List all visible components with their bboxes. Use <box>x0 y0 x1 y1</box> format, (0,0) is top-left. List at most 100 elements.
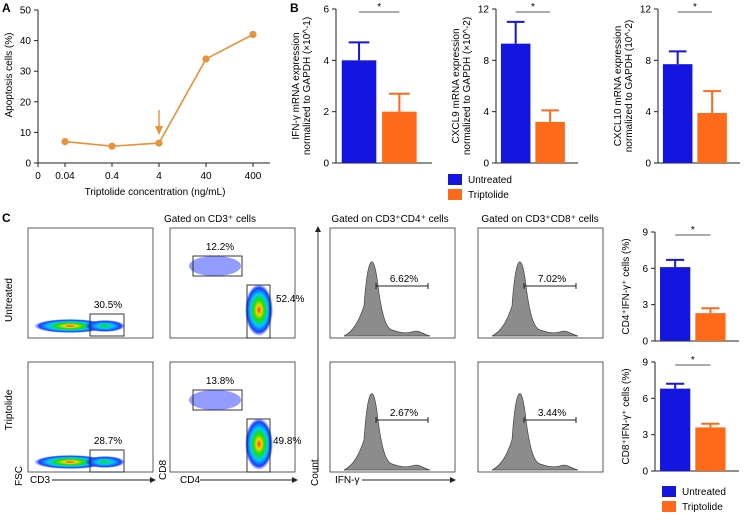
axis-label-count: Count <box>310 459 321 486</box>
title-cd3cd8-gate: Gated on CD3⁺CD8⁺ cells <box>481 214 598 225</box>
panel-a-ylabel: Apoptosis cells (%) <box>4 32 15 117</box>
panel-a-point <box>108 142 116 150</box>
hist-cd4-untreated-curve <box>343 261 431 337</box>
axis-label-cd8: CD8 <box>158 460 169 480</box>
panel-b3-cxcl10-y-tick-label: 4 <box>645 107 651 118</box>
cd8-pct-untreated: 12.2% <box>206 242 234 253</box>
panel-c1-cd4-ifng-bar-triptolide <box>695 313 726 341</box>
cd8-gate-box <box>192 255 243 277</box>
cd3-pct-triptolide: 28.7% <box>94 436 122 447</box>
cd4-axis-arrowhead <box>292 477 298 483</box>
panel-label-a: A <box>2 1 11 15</box>
axis-label-cd4: CD4 <box>180 475 200 486</box>
panel-a-point <box>249 30 257 39</box>
hist-cd8-triptolide-curve <box>491 393 579 471</box>
panel-b1-ifng-sig-star: * <box>377 2 381 13</box>
panel-a-point <box>61 137 69 146</box>
panel-b1-ifng-bar-triptolide <box>382 111 417 163</box>
hist-cd8-triptolide: 3.44% <box>477 361 604 473</box>
panel-b2-cxcl9-y-tick-label: 12 <box>478 5 490 16</box>
panel-a-x-zero-tick: 0 <box>35 171 41 182</box>
legend-c-untreated-label: Untreated <box>682 487 726 498</box>
panel-a-y-tick-label: 50 <box>20 6 32 17</box>
cd3-axis-arrowhead <box>150 477 156 483</box>
panel-b3-cxcl10-sig-star: * <box>693 2 697 13</box>
flow-cd3-untreated: 30.5% <box>27 227 154 339</box>
panel-a-arrow-head <box>155 126 163 135</box>
legend-c-triptolide-label: Triptolide <box>682 502 723 513</box>
hist-cd4-untreated: 6.62% <box>329 227 456 339</box>
panel-b3-cxcl10-bar-untreated <box>662 64 693 163</box>
panel-a-y-tick-label: 0 <box>25 159 31 170</box>
panel-a-point <box>155 139 163 147</box>
panel-b3-cxcl10-ylabel: CXCL10 mRNA expression <box>613 26 624 147</box>
hist-cd4-triptolide: 2.67% <box>329 361 456 473</box>
row-label-untreated: Untreated <box>4 278 15 322</box>
panel-b2-cxcl9-ylabel: normalized to GAPDH (×10^-2) <box>462 17 473 155</box>
panel-b1-ifng-ylabel: IFN-γ mRNA expression <box>291 32 302 139</box>
panel-c2-cd8-ifng-ylabel: CD8⁺IFN-γ⁺ cells (%) <box>621 368 632 464</box>
panel-b1-ifng: 0 2 4 6 * IFN-γ mRNA expression normalized to … <box>291 2 432 170</box>
panel-c2-cd8-ifng: 0 3 6 9 * CD8⁺IFN-γ⁺ cells (%) <box>621 355 739 478</box>
axis-label-cd3: CD3 <box>30 475 50 486</box>
panel-a-x-tick-label: 0.04 <box>55 171 75 182</box>
cd4-pct-untreated: 52.4% <box>276 294 304 305</box>
panel-c1-cd4-ifng: 0 3 6 9 * CD4⁺IFN-γ⁺ cells (%) <box>621 225 739 348</box>
panel-a-y-tick-label: 30 <box>20 67 32 78</box>
cd4-pct-triptolide: 49.8% <box>273 436 301 447</box>
panel-b3-cxcl10-bar-triptolide <box>697 112 727 163</box>
panel-c2-cd8-ifng-y-tick-label: 3 <box>642 430 648 441</box>
panel-b2-cxcl9-y-tick-label: 8 <box>483 56 489 67</box>
panel-b3-cxcl10-y-tick-label: 0 <box>645 159 651 170</box>
panel-c2-cd8-ifng-y-tick-label: 0 <box>642 467 648 478</box>
panel-c1-cd4-ifng-y-tick-label: 6 <box>642 264 648 275</box>
panel-c1-cd4-ifng-y-tick-label: 3 <box>642 300 648 311</box>
panel-b1-ifng-y-tick-label: 6 <box>323 5 329 16</box>
cd8-gate-box <box>192 389 243 411</box>
panel-a-line-chart: Apoptosis cells (%) Triptolide concentra… <box>4 6 270 198</box>
panel-c1-cd4-ifng-bar-untreated <box>660 267 691 341</box>
hist-cd8-triptolide-frame <box>477 361 604 473</box>
flow-cd3-triptolide: 28.7% <box>27 361 154 473</box>
legend-b-triptolide-label: Triptolide <box>468 190 509 201</box>
panel-c2-cd8-ifng-y-tick-label: 6 <box>642 394 648 405</box>
panel-b2-cxcl9-bar-triptolide <box>535 121 565 163</box>
hist-cd4-untreated-pct: 6.62% <box>390 274 418 285</box>
panel-a-y-tick-label: 20 <box>20 97 32 108</box>
hist-cd8-untreated-pct: 7.02% <box>538 274 566 285</box>
panel-b2-cxcl9-y-tick-label: 0 <box>483 159 489 170</box>
panel-b3-cxcl10: 0 4 8 12 * CXCL10 mRNA expression normalized t… <box>613 2 740 170</box>
hist-cd8-untreated-frame <box>477 227 604 339</box>
panel-a-y-tick-label: 40 <box>20 36 32 47</box>
count-axis-arrowhead <box>315 226 321 232</box>
panel-c-legend: Untreated Triptolide <box>662 486 726 513</box>
hist-cd4-triptolide-curve <box>343 393 431 471</box>
panel-b1-ifng-y-tick-label: 0 <box>323 159 329 170</box>
legend-b-triptolide-swatch <box>448 189 462 200</box>
panel-b-legend: Untreated Triptolide <box>448 174 512 201</box>
panel-b2-cxcl9-y-tick-label: 4 <box>483 107 489 118</box>
ifng-axis-arrowhead <box>450 477 456 483</box>
cd4-gate-box <box>246 418 271 473</box>
panel-c2-cd8-ifng-sig-star: * <box>691 355 695 366</box>
panel-a-x-tick-label: 400 <box>245 171 262 182</box>
hist-cd8-triptolide-pct: 3.44% <box>538 408 566 419</box>
panel-c2-cd8-ifng-bar-triptolide <box>695 427 726 471</box>
panel-a-x-tick-label: 4 <box>156 171 162 182</box>
flow-cd4cd8-untreated: 12.2% 52.4% <box>169 227 304 339</box>
panel-b1-ifng-y-tick-label: 2 <box>323 107 329 118</box>
legend-b-untreated-label: Untreated <box>468 175 512 186</box>
panel-b2-cxcl9-bar-untreated <box>500 43 531 163</box>
cd4-gate-box <box>246 284 271 339</box>
flow-cd4cd8-triptolide: 13.8% 49.8% <box>169 361 301 473</box>
panel-b2-cxcl9-sig-star: * <box>531 2 535 13</box>
panel-b1-ifng-ylabel: normalized to GAPDH (×10^-1) <box>302 17 313 155</box>
panel-b1-ifng-bar-untreated <box>341 60 377 164</box>
hist-cd8-untreated: 7.02% <box>477 227 604 339</box>
hist-cd4-triptolide-frame <box>329 361 456 473</box>
panel-a-x-tick-label: 40 <box>200 171 212 182</box>
panel-b1-ifng-y-tick-label: 4 <box>323 56 329 67</box>
panel-b2-cxcl9-ylabel: CXCL9 mRNA expression <box>451 28 462 143</box>
panel-label-b: B <box>290 1 299 15</box>
